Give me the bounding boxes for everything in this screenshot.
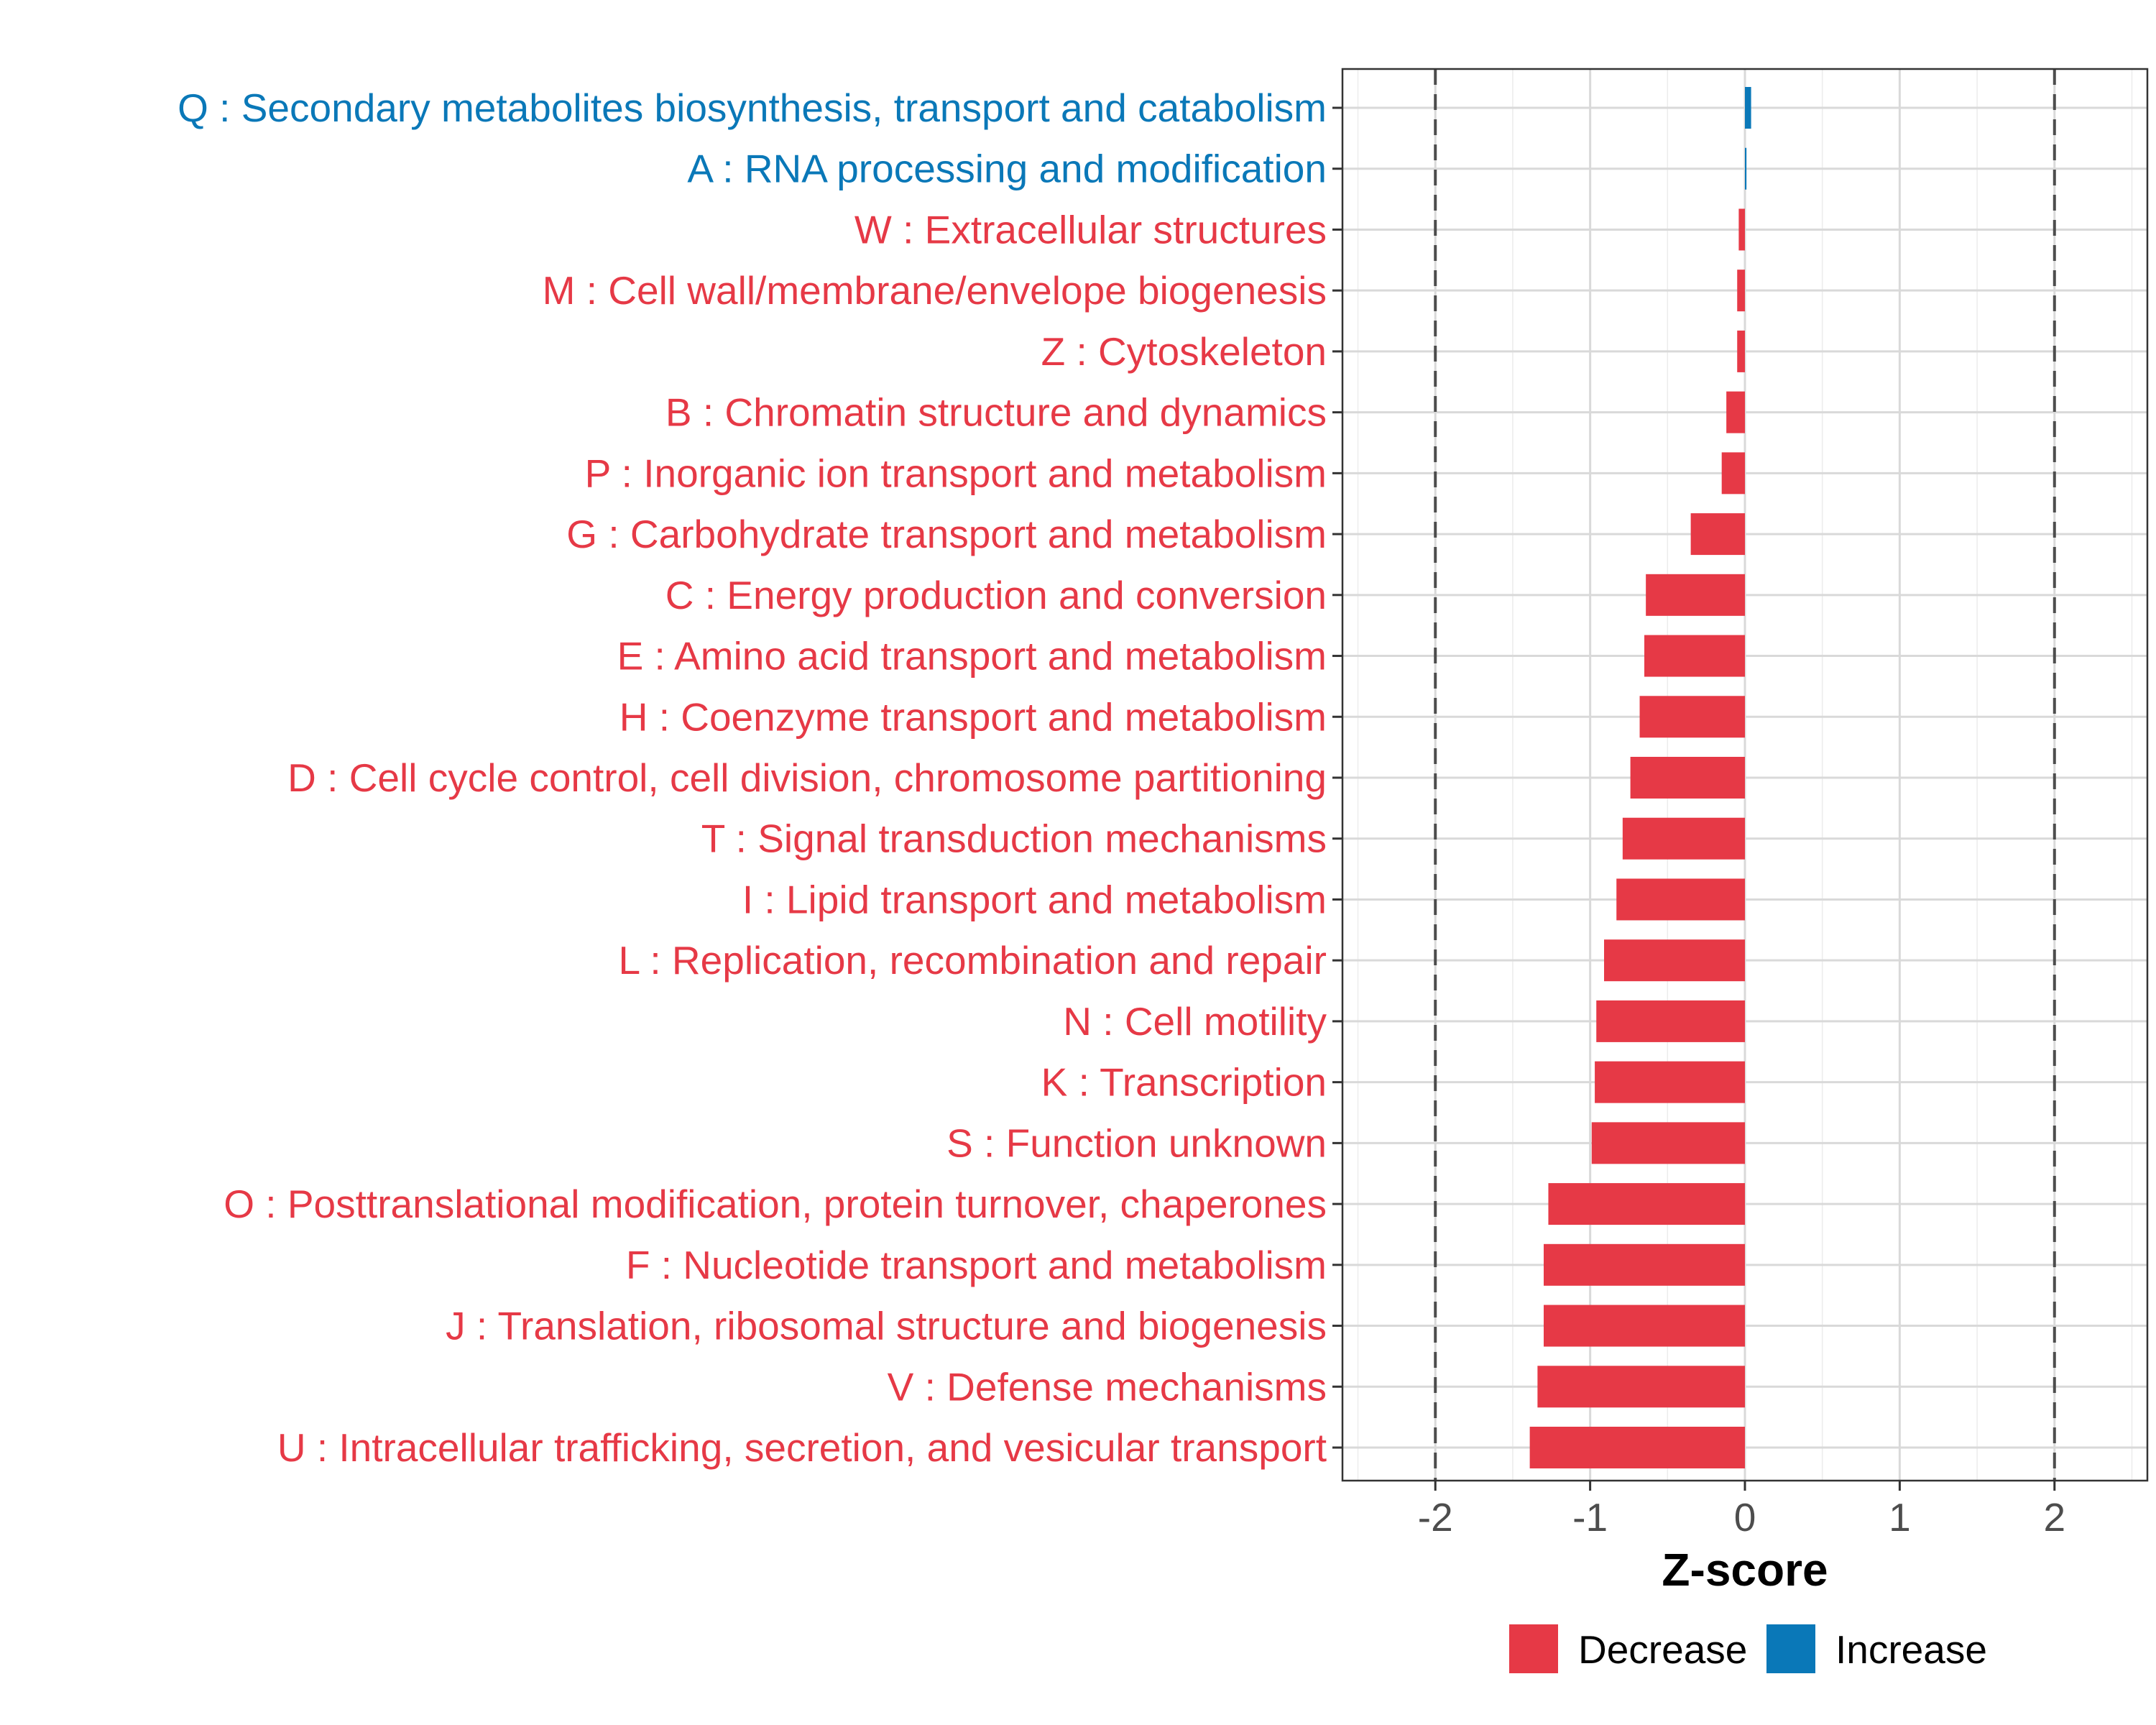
x-axis-title: Z-score [1662, 1544, 1828, 1596]
y-tick-label: O : Posttranslational modification, prot… [224, 1182, 1327, 1226]
y-tick-label: P : Inorganic ion transport and metaboli… [585, 451, 1327, 495]
y-axis-tick-labels: Q : Secondary metabolites biosynthesis, … [178, 86, 1327, 1470]
y-tick-label: J : Translation, ribosomal structure and… [446, 1304, 1327, 1348]
y-tick-label: W : Extracellular structures [854, 207, 1327, 252]
y-tick-label: A : RNA processing and modification [687, 147, 1327, 191]
y-tick-label: E : Amino acid transport and metabolism [617, 634, 1327, 678]
bar [1616, 878, 1745, 921]
bar [1737, 330, 1745, 372]
legend: Decrease Increase [1509, 1624, 1987, 1673]
legend-label: Decrease [1578, 1627, 1747, 1672]
y-tick-label: D : Cell cycle control, cell division, c… [287, 755, 1327, 800]
y-tick-label: F : Nucleotide transport and metabolism [626, 1243, 1327, 1287]
y-tick-label: M : Cell wall/membrane/envelope biogenes… [543, 268, 1327, 313]
y-tick-label: S : Function unknown [946, 1121, 1327, 1165]
y-tick-label: B : Chromatin structure and dynamics [665, 390, 1327, 435]
x-tick-label: 2 [2043, 1495, 2065, 1540]
bars [1529, 87, 1751, 1468]
bar [1721, 452, 1745, 494]
bar [1745, 147, 1747, 190]
legend-label: Increase [1835, 1627, 1987, 1672]
reference-lines [1434, 69, 2056, 1481]
y-tick-label: C : Energy production and conversion [665, 573, 1327, 617]
bar [1644, 635, 1745, 677]
y-tick-label: H : Coenzyme transport and metabolism [619, 694, 1327, 739]
bar [1596, 1000, 1745, 1042]
y-tick-label: G : Carbohydrate transport and metabolis… [566, 512, 1327, 556]
bar [1548, 1183, 1745, 1225]
x-axis-ticks: -2 -1 0 1 2 [1418, 1481, 2065, 1540]
bar [1537, 1366, 1745, 1408]
y-tick-label: T : Signal transduction mechanisms [701, 816, 1327, 861]
y-tick-label: Q : Secondary metabolites biosynthesis, … [178, 86, 1327, 130]
bar [1630, 757, 1745, 799]
bar [1544, 1305, 1745, 1347]
bar [1604, 939, 1745, 982]
bar [1737, 270, 1745, 312]
y-tick-label: V : Defense mechanisms [888, 1364, 1327, 1409]
legend-key [1509, 1624, 1558, 1673]
x-tick-label: 0 [1734, 1495, 1756, 1540]
x-tick-label: -1 [1572, 1495, 1608, 1540]
bar [1544, 1243, 1745, 1286]
y-tick-label: U : Intracellular trafficking, secretion… [277, 1425, 1327, 1470]
bar [1595, 1061, 1745, 1103]
bar [1726, 391, 1745, 433]
bar [1738, 208, 1745, 251]
bar [1646, 574, 1745, 616]
x-tick-label: 1 [1889, 1495, 1911, 1540]
bar [1591, 1122, 1745, 1164]
y-tick-label: Z : Cytoskeleton [1041, 329, 1327, 374]
x-tick-label: -2 [1418, 1495, 1453, 1540]
bar [1529, 1427, 1745, 1468]
y-tick-label: N : Cell motility [1063, 999, 1327, 1044]
y-tick-label: K : Transcription [1041, 1060, 1327, 1105]
legend-key [1766, 1624, 1815, 1673]
bar [1622, 817, 1745, 860]
y-axis-ticks [1332, 106, 1342, 1449]
bar [1745, 87, 1751, 129]
y-tick-label: I : Lipid transport and metabolism [742, 877, 1327, 921]
bar [1639, 696, 1745, 738]
y-tick-label: L : Replication, recombination and repai… [619, 938, 1327, 983]
bar [1690, 513, 1745, 556]
